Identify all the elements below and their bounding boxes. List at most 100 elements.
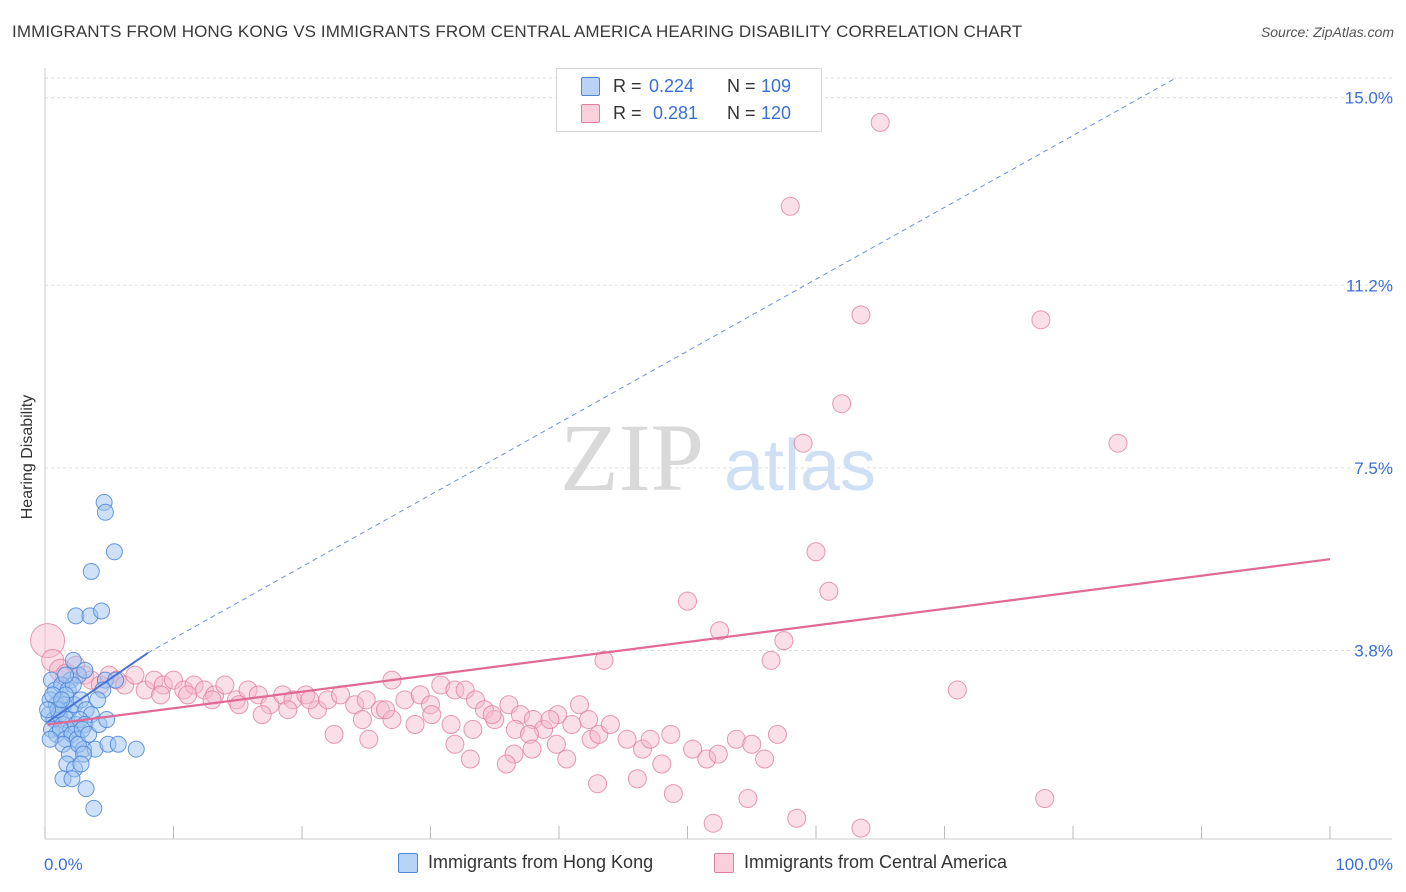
data-point-hong-kong <box>89 691 107 709</box>
data-point-central-america <box>579 710 599 730</box>
data-point-hong-kong <box>63 770 81 788</box>
data-point-central-america <box>546 734 566 754</box>
data-point-central-america <box>594 650 614 670</box>
data-point-central-america <box>832 394 852 414</box>
data-point-central-america <box>345 695 365 715</box>
n-label: N = <box>727 76 756 96</box>
data-point-central-america <box>697 749 717 769</box>
data-point-central-america <box>283 690 303 710</box>
data-point-hong-kong <box>93 602 111 620</box>
data-point-central-america <box>627 769 647 789</box>
trendline-hong-kong-projected <box>147 77 1177 654</box>
data-point-central-america <box>562 714 582 734</box>
data-point-central-america <box>215 675 235 695</box>
data-point-central-america <box>356 690 376 710</box>
data-point-central-america <box>742 734 762 754</box>
data-point-hong-kong <box>127 740 145 758</box>
r-label: R = <box>613 76 642 96</box>
data-point-hong-kong <box>82 563 100 581</box>
source-label: Source: ZipAtlas.com <box>1260 24 1394 40</box>
legend-swatch-pink <box>714 853 734 873</box>
data-point-central-america <box>661 724 681 744</box>
stats-box: R = 0.224 N = 109 R = 0.281 N = 120 <box>556 68 822 132</box>
data-point-central-america <box>324 724 344 744</box>
data-point-central-america <box>352 710 372 730</box>
data-point-central-america <box>678 591 697 611</box>
data-point-central-america <box>178 685 198 705</box>
data-point-central-america <box>617 729 637 749</box>
data-point-central-america <box>600 714 620 734</box>
data-point-central-america <box>422 705 442 725</box>
data-point-central-america <box>534 719 554 739</box>
data-point-central-america <box>405 714 425 734</box>
data-point-central-america <box>519 724 539 744</box>
data-point-central-america <box>300 690 320 710</box>
data-point-central-america <box>445 734 465 754</box>
data-point-central-america <box>663 784 683 804</box>
data-point-central-america <box>1031 310 1051 330</box>
data-point-central-america <box>755 749 775 769</box>
r-value: 0.224 <box>649 76 695 96</box>
data-point-central-america <box>787 808 807 828</box>
y-tick-label: 15.0% <box>1345 89 1393 108</box>
data-point-central-america <box>540 710 560 730</box>
x-tick-label: 0.0% <box>44 855 83 874</box>
blue-swatch <box>581 77 600 96</box>
series-central-america <box>30 112 1128 838</box>
data-point-central-america <box>496 754 516 774</box>
r-label: R = <box>613 103 642 123</box>
data-point-central-america <box>761 650 781 670</box>
trendline-central-america <box>47 558 1331 726</box>
data-point-central-america <box>510 705 530 725</box>
data-point-central-america <box>819 581 839 601</box>
data-point-central-america <box>184 675 204 695</box>
data-point-central-america <box>738 789 758 809</box>
data-point-hong-kong <box>53 691 71 709</box>
data-point-central-america <box>505 719 525 739</box>
data-point-central-america <box>463 719 483 739</box>
data-point-central-america <box>793 433 813 453</box>
data-point-central-america <box>376 700 396 720</box>
data-point-central-america <box>708 744 728 764</box>
data-point-hong-kong <box>105 543 123 561</box>
r-value: 0.281 <box>653 103 699 123</box>
data-point-central-america <box>710 621 730 641</box>
y-tick-label: 11.2% <box>1346 276 1393 295</box>
trend-lines <box>47 77 1331 726</box>
chart-title: IMMIGRANTS FROM HONG KONG VS IMMIGRANTS … <box>12 22 1023 41</box>
data-point-central-america <box>441 714 461 734</box>
data-point-hong-kong <box>109 735 127 753</box>
data-point-central-america <box>164 670 183 690</box>
data-point-hong-kong <box>96 503 114 521</box>
data-point-central-america <box>482 705 502 725</box>
data-point-central-america <box>455 680 475 700</box>
axis-layer <box>44 68 1392 840</box>
data-point-central-america <box>278 700 298 720</box>
data-point-central-america <box>359 729 379 749</box>
data-point-central-america <box>851 305 871 325</box>
data-point-central-america <box>806 542 826 562</box>
data-point-hong-kong <box>80 725 98 743</box>
data-point-central-america <box>947 680 967 700</box>
data-point-central-america <box>382 710 402 730</box>
data-point-central-america <box>485 710 505 730</box>
data-point-central-america <box>395 690 415 710</box>
data-point-central-america <box>445 680 465 700</box>
grid-layer <box>45 77 1392 651</box>
y-tick-label: 7.5% <box>1354 459 1393 478</box>
chart-legend: Immigrants from Hong Kong Immigrants fro… <box>0 852 1406 878</box>
x-tick-label: 100.0% <box>1335 855 1393 874</box>
trendline-hong-kong <box>47 652 149 723</box>
y-tick-label: 3.8% <box>1354 641 1393 660</box>
legend-swatch-blue <box>398 853 418 873</box>
data-point-hong-kong <box>72 755 90 773</box>
data-point-central-america <box>774 631 794 651</box>
data-point-central-america <box>1035 789 1055 809</box>
data-point-hong-kong <box>57 666 75 684</box>
y-axis-title: Hearing Disability <box>19 394 36 520</box>
n-value: 109 <box>761 76 792 96</box>
data-point-central-america <box>522 739 542 759</box>
data-point-central-america <box>523 710 543 730</box>
data-point-central-america <box>1108 433 1128 453</box>
legend-label: Immigrants from Central America <box>744 852 1008 872</box>
